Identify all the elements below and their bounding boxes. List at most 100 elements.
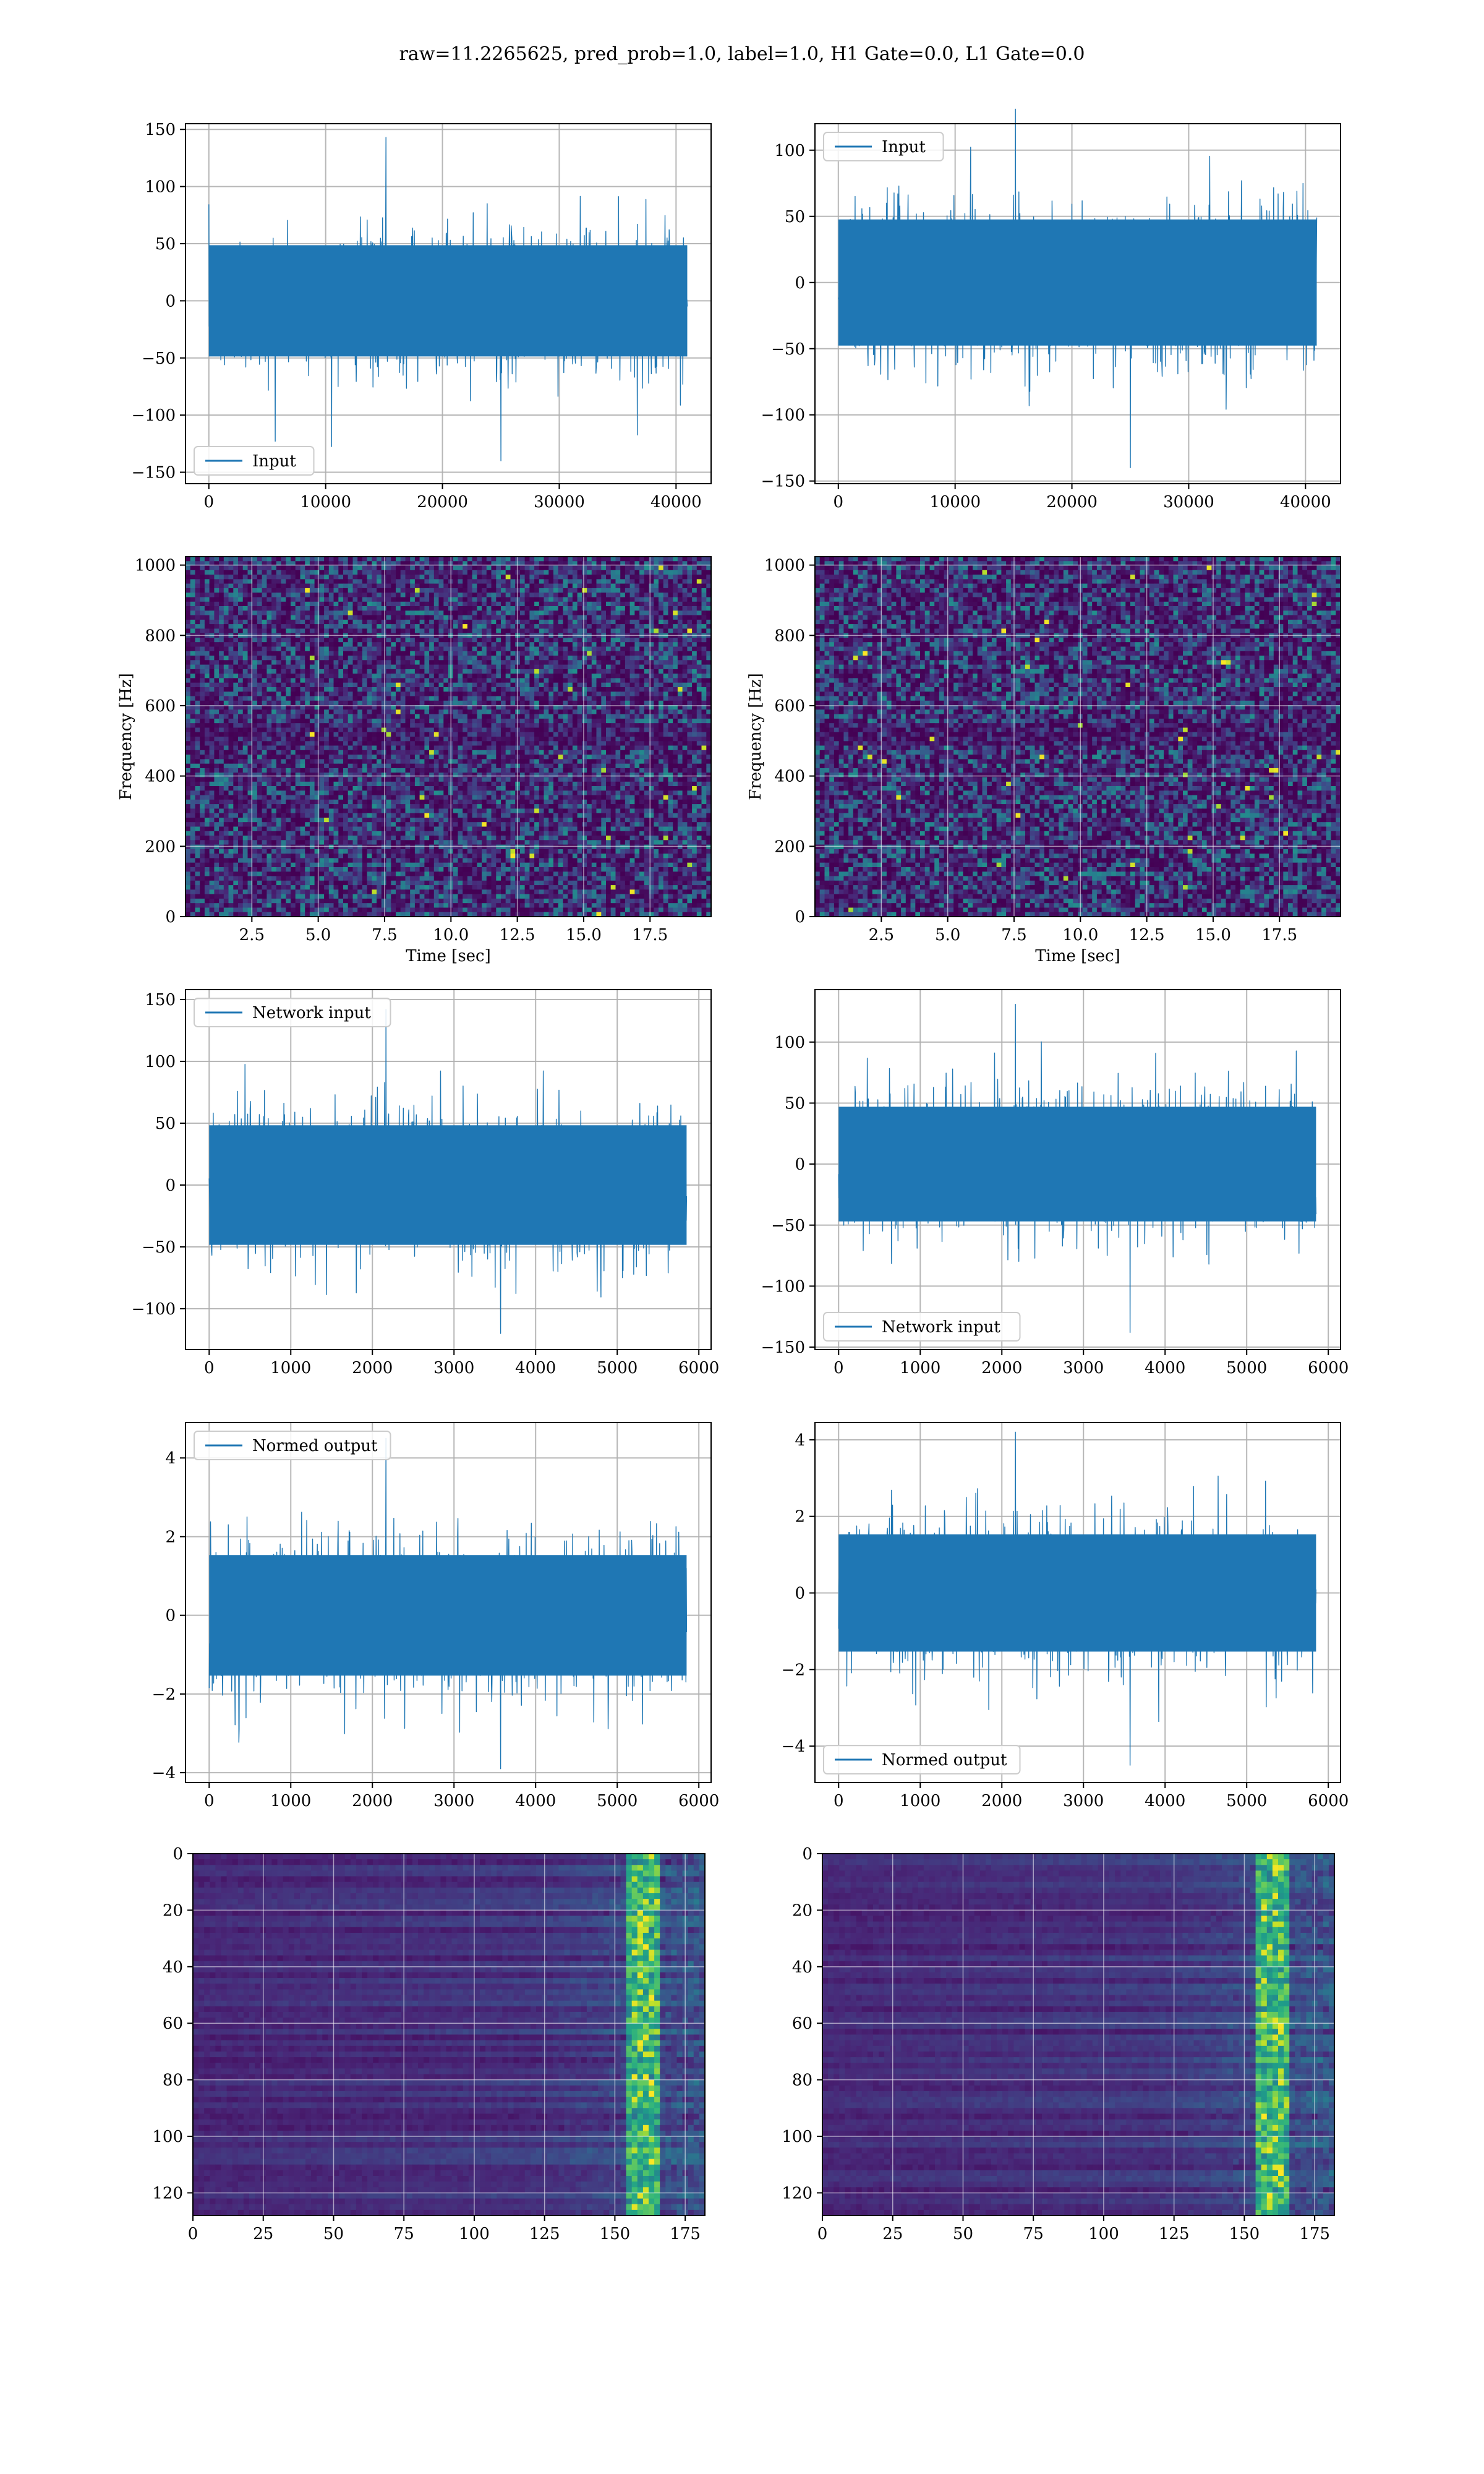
series-band: [209, 245, 688, 356]
y-tick-label: 4: [795, 1431, 805, 1450]
y-tick-label: 800: [145, 627, 176, 645]
legend-label: Network input: [252, 1004, 371, 1022]
x-tick-label: 12.5: [1129, 926, 1165, 944]
y-tick-label: −100: [761, 406, 805, 425]
y-tick-label: 0: [165, 1607, 176, 1625]
y-tick-label: 0: [802, 1845, 812, 1864]
x-tick-label: 0: [834, 1359, 844, 1377]
x-tick-label: 0: [834, 1792, 844, 1810]
x-tick-label: 0: [204, 1359, 215, 1377]
x-tick-label: 0: [204, 1792, 215, 1810]
y-tick-label: −50: [142, 349, 176, 368]
legend: Network input: [824, 1312, 1020, 1341]
y-tick-label: −100: [132, 1300, 176, 1319]
y-tick-label: 100: [145, 1053, 176, 1071]
y-tick-label: 150: [145, 121, 176, 139]
x-tick-label: 10.0: [1062, 926, 1098, 944]
y-tick-label: −150: [132, 464, 176, 482]
x-axis-label: Time [sec]: [1035, 947, 1120, 965]
x-tick-label: 12.5: [500, 926, 535, 944]
y-tick-label: 2: [165, 1528, 176, 1546]
x-tick-label: 5000: [597, 1792, 638, 1810]
legend-label: Normed output: [882, 1751, 1007, 1770]
y-tick-label: 50: [155, 235, 176, 254]
x-tick-label: 7.5: [1001, 926, 1026, 944]
x-tick-label: 150: [600, 2225, 631, 2243]
x-tick-label: 6000: [1308, 1359, 1349, 1377]
y-tick-label: −50: [142, 1238, 176, 1257]
x-tick-label: 125: [1159, 2225, 1190, 2243]
x-tick-label: 1000: [900, 1792, 940, 1810]
y-tick-label: 400: [145, 768, 176, 786]
x-tick-label: 3000: [433, 1359, 474, 1377]
y-tick-label: 20: [163, 1901, 183, 1920]
y-tick-label: 100: [152, 2128, 183, 2146]
y-tick-label: −4: [152, 1764, 176, 1783]
y-tick-label: −100: [132, 406, 176, 425]
x-tick-label: 6000: [1308, 1792, 1349, 1810]
y-tick-label: 50: [785, 208, 805, 226]
x-tick-label: 40000: [650, 493, 702, 511]
x-tick-label: 25: [253, 2225, 273, 2243]
y-tick-label: 0: [795, 1585, 805, 1603]
x-tick-label: 5.0: [305, 926, 331, 944]
x-tick-label: 17.5: [1261, 926, 1297, 944]
y-tick-label: 200: [774, 837, 805, 856]
x-tick-label: 40000: [1280, 493, 1331, 511]
series-band: [209, 1125, 686, 1244]
x-tick-label: 2000: [352, 1792, 393, 1810]
x-tick-label: 0: [204, 493, 215, 511]
y-tick-label: 0: [795, 274, 805, 293]
x-tick-label: 1000: [270, 1359, 311, 1377]
x-tick-label: 20000: [417, 493, 468, 511]
x-tick-label: 100: [1088, 2225, 1119, 2243]
x-tick-label: 5000: [597, 1359, 638, 1377]
chart-l1-spectrogram: 2.5 5.0 7.5 10.0 12.5 15.0 17.5020040060080010…: [746, 557, 1341, 965]
x-tick-label: 2000: [352, 1359, 393, 1377]
y-tick-label: 80: [792, 2071, 812, 2090]
x-tick-label: 2000: [981, 1792, 1022, 1810]
x-tick-label: 6000: [678, 1792, 719, 1810]
x-tick-label: 30000: [534, 493, 585, 511]
y-tick-label: 100: [774, 1034, 805, 1052]
y-tick-label: 0: [165, 1176, 176, 1195]
heatmap-cells: [822, 1854, 1335, 2216]
x-tick-label: 15.0: [566, 926, 602, 944]
x-tick-label: 4000: [1145, 1792, 1185, 1810]
legend-label: Normed output: [252, 1437, 378, 1455]
y-tick-label: −150: [761, 1338, 805, 1357]
x-tick-label: 3000: [433, 1792, 474, 1810]
x-tick-label: 125: [529, 2225, 560, 2243]
y-tick-label: −50: [771, 1217, 805, 1235]
x-tick-label: 0: [188, 2225, 198, 2243]
y-tick-label: 100: [782, 2128, 812, 2146]
series-band: [838, 1106, 1316, 1221]
x-tick-label: 2000: [981, 1359, 1022, 1377]
heatmap-cells: [193, 1854, 706, 2216]
x-tick-label: 50: [953, 2225, 973, 2243]
y-tick-label: −100: [761, 1277, 805, 1296]
x-tick-label: 6000: [678, 1359, 719, 1377]
series-band: [209, 1555, 686, 1676]
x-tick-label: 5000: [1226, 1792, 1267, 1810]
y-tick-label: 2: [795, 1508, 805, 1526]
x-tick-label: 50: [323, 2225, 344, 2243]
y-tick-label: 120: [782, 2184, 812, 2202]
y-tick-label: 0: [795, 1155, 805, 1174]
x-tick-label: 75: [394, 2225, 414, 2243]
legend-label: Input: [252, 452, 296, 471]
y-tick-label: 800: [774, 627, 805, 645]
chart-h1-network-input: 0 1000 2000 3000 4000 5000 6000−100−5005010015…: [132, 990, 720, 1377]
y-tick-label: −4: [782, 1737, 805, 1756]
x-tick-label: 150: [1229, 2225, 1260, 2243]
x-tick-label: 17.5: [632, 926, 668, 944]
legend: Normed output: [824, 1745, 1020, 1774]
x-tick-label: 2.5: [869, 926, 894, 944]
x-tick-label: 0: [834, 493, 844, 511]
y-tick-label: 20: [792, 1901, 812, 1920]
x-tick-label: 4000: [1145, 1359, 1185, 1377]
x-tick-label: 0: [817, 2225, 828, 2243]
y-tick-label: 600: [145, 697, 176, 716]
